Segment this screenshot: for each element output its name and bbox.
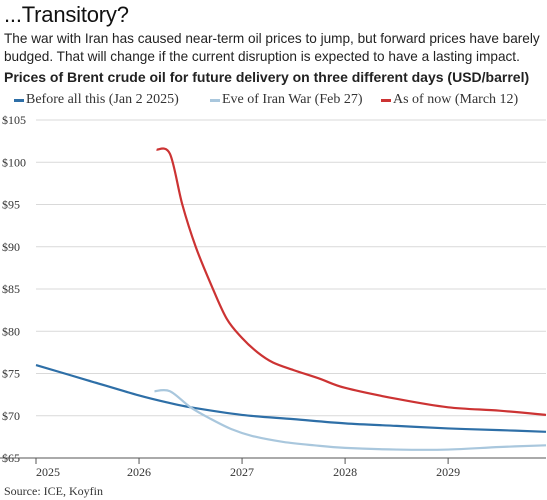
headline: ...Transitory? [4,2,129,27]
y-tick-label-85: $85 [2,282,20,296]
legend-item-now: As of now (March 12) [381,92,518,108]
grid-layer [36,119,546,459]
series-line-before [35,363,547,433]
y-tick-label-70: $70 [2,409,20,423]
legend-label-now: As of now (March 12) [393,92,519,107]
y-tick-label-90: $90 [2,240,20,254]
x-tick-label-2025: 2025 [36,465,60,479]
x-tick-label-2027: 2027 [230,465,254,479]
legend-item-eve: Eve of Iran War (Feb 27) [210,92,363,108]
chart-title: Prices of Brent crude oil for future del… [4,69,530,85]
legend-item-before: Before all this (Jan 2 2025) [14,92,179,108]
legend-swatch-eve [210,98,220,102]
y-tick-label-105: $105 [2,113,26,127]
x-tick-label-2026: 2026 [127,465,151,479]
x-tick-label-2028: 2028 [333,465,357,479]
legend-swatch-before [14,98,24,102]
legend-swatch-now [381,98,391,102]
series-layer [35,147,547,451]
legend-label-before: Before all this (Jan 2 2025) [26,92,179,107]
y-tick-label-75: $75 [2,367,20,381]
source-note: Source: ICE, Koyfin [4,484,103,498]
series-line-eve [154,388,547,451]
x-tick-label-2029: 2029 [436,465,460,479]
series-line-now [156,147,547,417]
y-tick-label-100: $100 [2,155,26,169]
legend-label-eve: Eve of Iran War (Feb 27) [222,92,363,107]
y-tick-label-95: $95 [2,198,20,212]
subtitle: The war with Iran has caused near-term o… [4,31,540,64]
y-tick-label-80: $80 [2,324,20,338]
